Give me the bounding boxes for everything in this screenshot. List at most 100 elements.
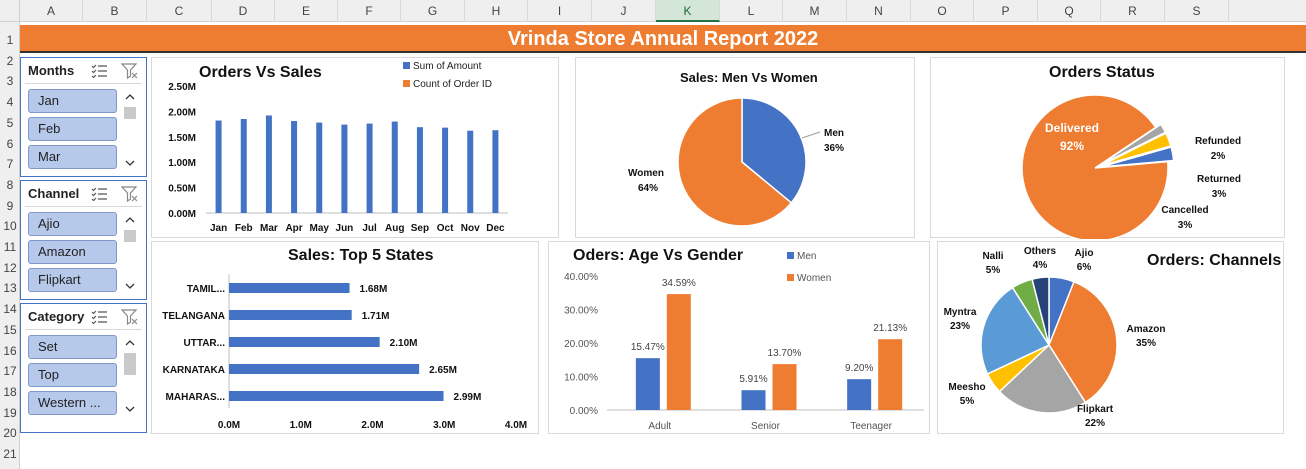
row-header-1[interactable]: 1 [6, 33, 14, 47]
bar-sum-of-amount[interactable] [416, 127, 423, 213]
column-header-q[interactable]: Q [1038, 0, 1101, 22]
bar-state[interactable] [229, 283, 350, 293]
bar-sum-of-amount[interactable] [442, 127, 449, 213]
column-header-m[interactable]: M [783, 0, 847, 22]
column-header-r[interactable]: R [1101, 0, 1165, 22]
clear-filter-icon[interactable] [121, 62, 139, 80]
slicer-item[interactable]: Ajio [28, 212, 117, 236]
multi-select-icon[interactable] [91, 310, 107, 324]
pie-slice-refunded[interactable] [1099, 123, 1167, 166]
pie-slice-flipkart[interactable] [998, 343, 1087, 414]
pie-slice-others[interactable] [1031, 276, 1050, 346]
row-header-17[interactable]: 17 [3, 364, 17, 379]
select-all-corner[interactable] [0, 0, 20, 22]
bar-women[interactable] [772, 364, 797, 410]
bar-sum-of-amount[interactable] [391, 121, 398, 213]
row-header-14[interactable]: 14 [3, 302, 17, 317]
orders-channels-chart[interactable]: Orders: Channels Ajio 6% Amazon 35% Flipkart… [937, 241, 1284, 434]
column-header-k[interactable]: K [656, 0, 720, 22]
bar-sum-of-amount[interactable] [215, 120, 222, 213]
row-header-6[interactable]: 6 [6, 136, 14, 151]
slicer-item[interactable]: Jan [28, 89, 117, 113]
bar-state[interactable] [229, 391, 444, 401]
column-header-f[interactable]: F [338, 0, 401, 22]
row-header-19[interactable]: 19 [3, 405, 17, 420]
slicer-channel[interactable]: Channel Ajio Amazon Flipkart [20, 180, 147, 300]
slicer-item[interactable]: Amazon [28, 240, 117, 264]
bar-sum-of-amount[interactable] [240, 119, 247, 213]
column-header-o[interactable]: O [911, 0, 974, 22]
column-header-p[interactable]: P [974, 0, 1038, 22]
pie-slice-myntra[interactable] [980, 286, 1051, 375]
pie-slice-returned[interactable] [1100, 132, 1172, 167]
multi-select-icon[interactable] [91, 187, 107, 201]
bar-sum-of-amount[interactable] [265, 115, 272, 213]
pie-slice-women[interactable] [677, 97, 793, 227]
bar-sum-of-amount[interactable] [492, 130, 499, 213]
column-header-l[interactable]: L [720, 0, 783, 22]
row-header-10[interactable]: 10 [3, 219, 17, 234]
row-header-8[interactable]: 8 [6, 177, 14, 192]
row-header-3[interactable]: 3 [6, 74, 14, 89]
pie-slice-cancelled[interactable] [1100, 146, 1175, 168]
clear-filter-icon[interactable] [121, 308, 139, 326]
orders-vs-sales-chart[interactable]: Orders Vs Sales Sum of Amount Count of O… [151, 57, 559, 238]
column-header-e[interactable]: E [275, 0, 338, 22]
pie-slice-delivered[interactable] [1021, 94, 1169, 239]
top5-states-chart[interactable]: Sales: Top 5 States TAMIL... 1.68M TELANGA… [151, 241, 539, 434]
slicer-scrollbar[interactable] [122, 335, 138, 417]
slicer-item[interactable]: Western ... [28, 391, 117, 415]
orders-status-chart[interactable]: Orders Status Delivered 92% Refunded 2% Retu… [930, 57, 1285, 239]
row-header-5[interactable]: 5 [6, 115, 14, 130]
pie-slice-amazon[interactable] [1048, 280, 1118, 404]
bar-men[interactable] [741, 390, 766, 410]
pie-slice-men[interactable] [741, 97, 807, 204]
sales-men-women-chart[interactable]: Sales: Men Vs Women Men 36% Women 64% [575, 57, 915, 238]
row-header-12[interactable]: 12 [3, 260, 17, 275]
row-header-21[interactable]: 21 [3, 447, 17, 461]
slicer-scrollbar[interactable] [122, 89, 138, 171]
row-header-20[interactable]: 20 [3, 426, 17, 441]
bar-sum-of-amount[interactable] [366, 123, 373, 213]
row-header-11[interactable]: 11 [3, 240, 17, 254]
column-header-h[interactable]: H [465, 0, 528, 22]
bar-state[interactable] [229, 310, 352, 320]
row-header-13[interactable]: 13 [3, 281, 17, 296]
row-header-9[interactable]: 9 [6, 198, 14, 213]
multi-select-icon[interactable] [91, 64, 107, 78]
slicer-scrollbar[interactable] [122, 212, 138, 294]
age-vs-gender-chart[interactable]: Oders: Age Vs Gender Men Women 0.00% 10.0… [548, 241, 930, 434]
column-header-g[interactable]: G [401, 0, 465, 22]
slicer-months[interactable]: Months Jan Feb Mar [20, 57, 147, 177]
row-header-7[interactable]: 7 [6, 157, 14, 172]
slicer-category[interactable]: Category Set Top Western ... [20, 303, 147, 433]
bar-sum-of-amount[interactable] [467, 130, 474, 213]
row-header-15[interactable]: 15 [3, 322, 17, 337]
column-header-b[interactable]: B [83, 0, 147, 22]
row-header-18[interactable]: 18 [3, 384, 17, 399]
column-header-n[interactable]: N [847, 0, 911, 22]
column-header-d[interactable]: D [212, 0, 275, 22]
bar-state[interactable] [229, 337, 380, 347]
bar-men[interactable] [635, 358, 660, 410]
column-header-a[interactable]: A [20, 0, 83, 22]
row-header-2[interactable]: 2 [6, 53, 14, 68]
bar-men[interactable] [847, 379, 872, 410]
slicer-item[interactable]: Top [28, 363, 117, 387]
bar-sum-of-amount[interactable] [341, 124, 348, 213]
bar-state[interactable] [229, 364, 420, 374]
slicer-item[interactable]: Flipkart [28, 268, 117, 292]
bar-women[interactable] [878, 339, 903, 410]
column-header-s[interactable]: S [1165, 0, 1229, 22]
bar-sum-of-amount[interactable] [316, 122, 323, 213]
column-header-j[interactable]: J [592, 0, 656, 22]
column-header-c[interactable]: C [147, 0, 212, 22]
clear-filter-icon[interactable] [121, 185, 139, 203]
slicer-item[interactable]: Feb [28, 117, 117, 141]
bar-sum-of-amount[interactable] [291, 121, 298, 213]
slicer-item[interactable]: Mar [28, 145, 117, 169]
row-header-4[interactable]: 4 [6, 95, 14, 110]
slicer-item[interactable]: Set [28, 335, 117, 359]
row-header-16[interactable]: 16 [3, 343, 17, 358]
bar-women[interactable] [666, 294, 691, 410]
